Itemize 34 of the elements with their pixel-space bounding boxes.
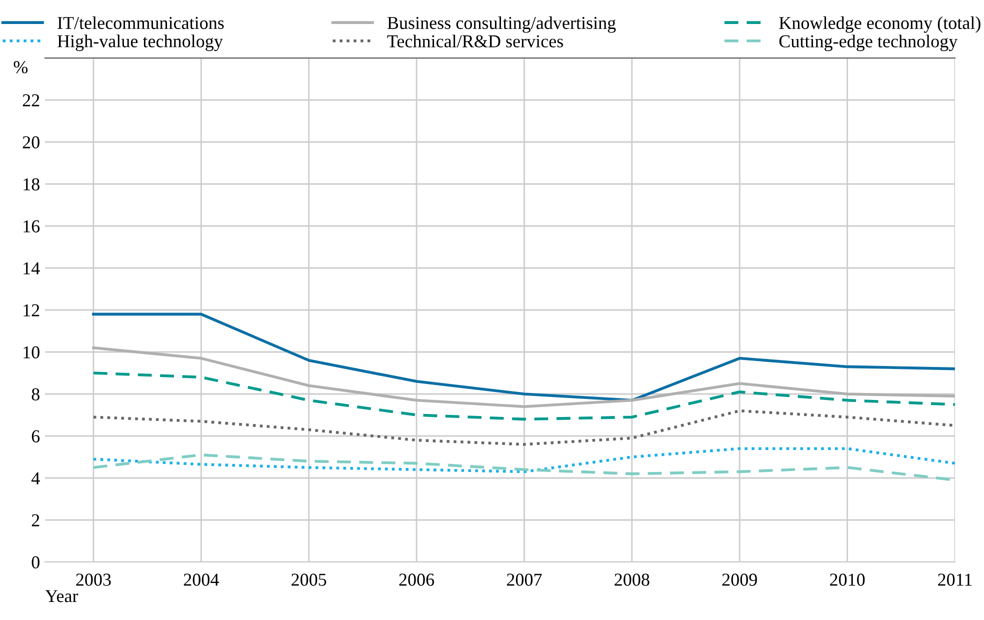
y-tick-label: 4 [31,472,40,484]
y-tick-label: 6 [32,430,40,442]
x-tick-label: 2004 [184,574,219,586]
legend-label: Technical/R&D services [387,34,563,48]
y-tick-label: 14 [24,262,40,274]
x-axis-title: Year [45,590,78,602]
y-tick-label: 10 [24,346,40,358]
legend-label: Business consulting/advertising [387,16,616,33]
x-tick-label: 2009 [722,574,757,586]
legend-label: High-value technology [57,34,223,52]
line-series [92,312,955,402]
x-tick-label: 2010 [830,574,865,586]
line-series [92,372,955,421]
y-tick-label: 20 [22,136,40,148]
line-series [92,447,955,474]
y-tick-label: 0 [32,556,40,568]
legend-label: Knowledge economy (total) [779,16,980,33]
y-tick-label: 18 [24,178,40,190]
x-tick-label: 2005 [292,574,326,586]
x-tick-label: 2006 [399,574,434,586]
legend-label: IT/telecommunications [58,16,224,30]
y-tick-label: 8 [32,388,40,400]
line-series [92,346,955,408]
line-series [92,409,955,446]
x-tick-label: 2008 [614,574,650,586]
x-tick-label: 2011 [938,574,972,586]
y-tick-label: 12 [24,304,40,316]
y-tick-label: 2 [32,514,40,526]
y-tick-label: 16 [24,220,40,232]
x-tick-label: 2003 [76,574,111,586]
legend-label: Cutting-edge technology [779,34,958,52]
y-axis-title: % [14,61,28,74]
x-tick-label: 2007 [506,574,542,586]
y-tick-label: 22 [22,94,40,106]
